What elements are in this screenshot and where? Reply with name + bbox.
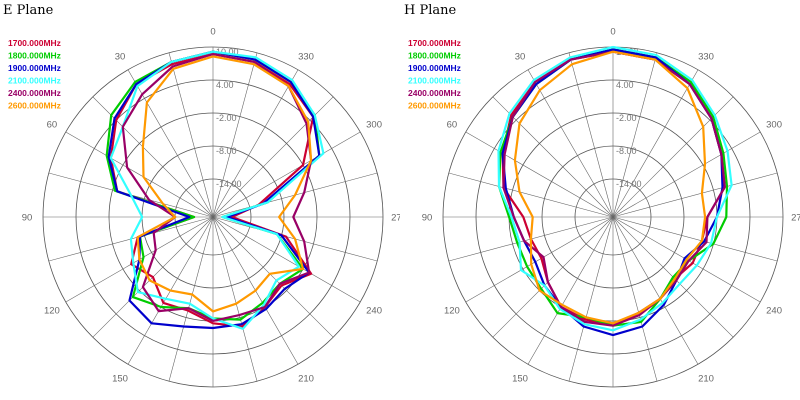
legend-entry: 2100.000MHz [408, 76, 461, 86]
grid-spoke [92, 96, 214, 218]
angle-tick-label: 150 [112, 374, 128, 385]
radial-tick-label: 10.00 [216, 47, 239, 57]
angle-tick-label: 120 [444, 306, 460, 317]
series-line-2100000 [109, 50, 325, 330]
angle-tick-label: 240 [366, 306, 382, 317]
e-plane-polar-chart: 10.00 4.00 -2.00 -8.00 -14.00 0 30 60 90 120 150 18… [8, 27, 400, 400]
series-line-1900000 [107, 50, 321, 330]
angle-tick-label: 120 [44, 306, 60, 317]
radial-tick-label: -8.00 [216, 146, 237, 156]
legend-entry: 1700.000MHz [8, 38, 61, 48]
angle-tick-label: 240 [766, 306, 782, 317]
radial-tick-label: 4.00 [616, 80, 634, 90]
grid-spoke [568, 216, 614, 382]
series-line-1700000 [501, 50, 726, 327]
series-line-2400000 [502, 50, 726, 327]
angle-tick-label: 90 [422, 213, 433, 224]
angle-tick-label: 90 [22, 213, 33, 224]
angle-tick-label: 300 [366, 120, 382, 131]
angle-tick-label: 60 [447, 120, 458, 131]
e-plane-title: E Plane [3, 3, 54, 18]
grid-spoke [527, 69, 614, 218]
grid-spoke [212, 69, 299, 218]
legend-entry: 1700.000MHz [408, 38, 461, 48]
angle-tick-label: 30 [515, 51, 526, 62]
angle-tick-label: 330 [698, 51, 714, 62]
grid-spoke [168, 52, 214, 218]
legend-entry: 1900.000MHz [408, 63, 461, 73]
grid-spoke [65, 131, 214, 218]
angle-tick-label: 0 [610, 27, 615, 38]
grid-spoke [448, 172, 614, 218]
grid-spoke [465, 131, 614, 218]
angle-tick-label: 270 [391, 213, 400, 224]
angle-tick-label: 30 [115, 51, 126, 62]
h-plane-title: H Plane [404, 3, 457, 18]
radial-tick-label: -2.00 [216, 113, 237, 123]
grid-spoke [568, 52, 614, 218]
legend-entry: 2600.000MHz [408, 101, 461, 111]
radial-tick-label: -2.00 [616, 113, 637, 123]
legend-entry: 2100.000MHz [8, 76, 61, 86]
angle-tick-label: 210 [298, 374, 314, 385]
grid-spoke [212, 216, 361, 303]
grid-spoke [612, 131, 761, 218]
angle-tick-label: 180 [205, 399, 221, 400]
radial-tick-label: 4.00 [216, 80, 234, 90]
radial-tick-label: -8.00 [616, 146, 637, 156]
legend-entry: 1900.000MHz [8, 63, 61, 73]
radial-tick-label: -14.00 [616, 179, 642, 189]
radial-tick-label: -14.00 [216, 179, 242, 189]
grid-spoke [168, 216, 214, 382]
legend-entry: 2400.000MHz [408, 88, 461, 98]
grid-spoke [612, 172, 778, 218]
grid-spoke [465, 216, 614, 303]
grid-spoke [612, 216, 658, 382]
series-line-2600000 [136, 55, 313, 313]
angle-tick-label: 270 [791, 213, 800, 224]
series-line-2100000 [497, 45, 733, 332]
grid-spoke [527, 216, 614, 365]
legend-entry: 2400.000MHz [8, 88, 61, 98]
angle-tick-label: 180 [605, 399, 621, 400]
grid-spoke [612, 216, 778, 262]
legend-entry: 1800.000MHz [8, 51, 61, 61]
angle-tick-label: 0 [210, 27, 215, 38]
series-line-2600000 [513, 50, 707, 325]
grid-spoke [492, 216, 614, 338]
legend: 1700.000MHz 1800.000MHz 1900.000MHz 2100.00… [8, 38, 61, 111]
grid-spoke [212, 131, 361, 218]
legend-entry: 2600.000MHz [8, 101, 61, 111]
legend: 1700.000MHz 1800.000MHz 1900.000MHz 2100.00… [408, 38, 461, 111]
grid-spoke [612, 52, 658, 218]
grid-spoke [212, 216, 334, 338]
angle-tick-label: 210 [698, 374, 714, 385]
legend-entry: 1800.000MHz [408, 51, 461, 61]
h-plane-polar-chart: 10.004.00-2.00-8.00-14.00030609012015018… [408, 27, 800, 400]
angle-tick-label: 300 [766, 120, 782, 131]
grid-spoke [612, 69, 699, 218]
angle-tick-label: 60 [47, 120, 58, 131]
grid-spoke [212, 216, 258, 382]
grid-spoke [612, 216, 699, 365]
angle-tick-label: 150 [512, 374, 528, 385]
grid-spoke [212, 52, 258, 218]
angle-tick-label: 330 [298, 51, 314, 62]
grid-spoke [127, 69, 214, 218]
